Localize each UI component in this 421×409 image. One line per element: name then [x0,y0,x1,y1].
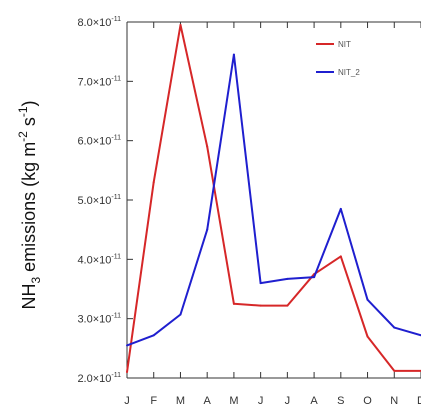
series-point-nit-5 [259,304,262,307]
series-point-nit_2-7 [313,276,316,279]
series-point-nit-1 [152,181,155,184]
x-tick-label-6: J [285,395,291,407]
series-point-nit-8 [339,255,342,258]
y-tick-label-6: 8.0×10-11 [77,16,121,29]
series-line-nit_2 [126,53,421,347]
series-point-nit_2-9 [366,298,369,301]
series-point-nit_2-8 [339,207,342,210]
x-tick-label-8: S [337,395,344,407]
series-point-nit-4 [232,302,235,305]
x-tick-label-4: M [229,395,238,407]
legend-label-nit: NIT [338,40,351,49]
x-tick-label-5: J [258,395,264,407]
series-point-nit_2-1 [152,334,155,337]
x-tick-label-10: N [390,395,398,407]
series-point-nit_2-0 [126,344,128,347]
legend-label-nit_2: NIT_2 [338,68,360,77]
series-point-nit-2 [179,23,182,26]
plot-area: 2.0×10-11 3.0×10-11 4.0×10-11 5.0×10-11 6.0×… [77,16,421,407]
x-tick-label-1: F [150,395,157,407]
x-tick-label-2: M [176,395,185,407]
y-tick-label-1: 3.0×10-11 [77,313,121,326]
y-tick-label-3: 5.0×10-11 [77,194,121,207]
series-line-nit [126,24,421,373]
series-point-nit_2-2 [179,313,182,316]
y-tick-label-5: 7.0×10-11 [77,75,121,88]
series-point-nit_2-3 [206,228,209,231]
series-point-nit-10 [393,369,396,372]
y-tick-label-2: 4.0×10-11 [77,253,121,266]
x-tick-label-11: D [417,395,421,407]
series-point-nit_2-6 [286,277,289,280]
series-point-nit-6 [286,304,289,307]
series-point-nit_2-4 [232,53,235,56]
y-tick-label-0: 2.0×10-11 [77,372,121,385]
x-tick-label-7: A [310,395,318,407]
x-tick-label-3: A [204,395,212,407]
y-tick-label-4: 6.0×10-11 [77,135,121,148]
series-point-nit-9 [366,335,369,338]
x-tick-label-0: J [124,395,130,407]
series-point-nit-0 [126,371,128,374]
series-point-nit-3 [206,145,209,148]
series-point-nit_2-5 [259,282,262,285]
y-axis-label: NH3 emissions (kg m-2 s-1) [16,100,43,309]
x-tick-label-9: O [363,395,372,407]
series-point-nit_2-10 [393,326,396,329]
